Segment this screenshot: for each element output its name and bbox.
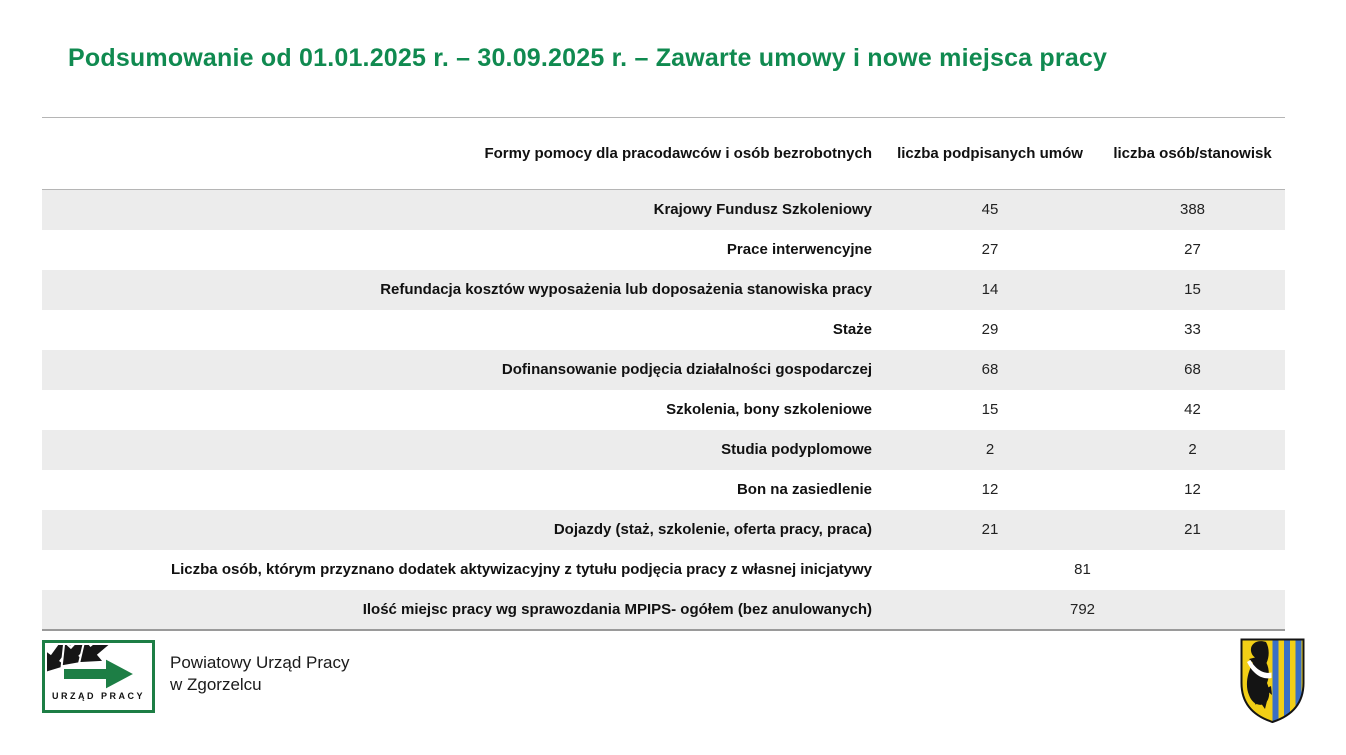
row-contracts-count: 15: [981, 401, 999, 418]
row-positions-count: 15: [1184, 281, 1201, 298]
row-positions-count: 42: [1184, 401, 1201, 418]
row-positions-count: 388: [1179, 201, 1206, 219]
row-label: Ilość miejsc pracy wg sprawozdania MPIPS…: [362, 600, 872, 618]
organization-name: Powiatowy Urząd Pracy w Zgorzelcu: [170, 652, 350, 696]
logo-caption: URZĄD PRACY: [51, 691, 145, 701]
org-name-line1: Powiatowy Urząd Pracy: [170, 653, 350, 672]
org-name-line2: w Zgorzelcu: [170, 675, 262, 694]
row-label: Refundacja kosztów wyposażenia lub dopos…: [380, 281, 872, 298]
table-row: Refundacja kosztów wyposażenia lub dopos…: [42, 269, 1285, 310]
row-positions-count: 12: [1184, 481, 1201, 498]
row-label: Prace interwencyjne: [726, 241, 872, 258]
summary-table: Formy pomocy dla pracodawców i osób bezr…: [42, 117, 1285, 631]
row-contracts-count: 2: [985, 441, 995, 458]
row-positions-count: 33: [1184, 321, 1201, 338]
page-title: Podsumowanie od 01.01.2025 r. – 30.09.20…: [68, 44, 1108, 72]
row-value: 81: [1074, 561, 1091, 578]
row-label: Dofinansowanie podjęcia działalności gos…: [501, 361, 872, 378]
row-label: Szkolenia, bony szkoleniowe: [666, 401, 872, 418]
table-body: Krajowy Fundusz Szkoleniowy 45 388 Prace in…: [42, 189, 1285, 630]
row-contracts-count: 27: [981, 241, 999, 258]
table-row: Krajowy Fundusz Szkoleniowy 45 388: [42, 189, 1285, 230]
table-header-row: Formy pomocy dla pracodawców i osób bezr…: [42, 117, 1285, 190]
row-contracts-count: 14: [981, 281, 999, 298]
header-persons-positions: liczba osób/stanowisk: [1113, 145, 1272, 162]
row-contracts-count: 68: [981, 361, 999, 378]
zgorzelec-coat-of-arms-icon: [1240, 638, 1305, 724]
table-row: Studia podyplomowe 2 2: [42, 429, 1285, 470]
header-forms-of-support: Formy pomocy dla pracodawców i osób bezr…: [484, 145, 872, 162]
row-contracts-count: 29: [981, 321, 999, 338]
row-label: Dojazdy (staż, szkolenie, oferta pracy, …: [553, 521, 872, 538]
row-positions-count: 68: [1184, 361, 1201, 378]
row-positions-count: 21: [1184, 521, 1201, 538]
header-signed-contracts: liczba podpisanych umów: [897, 145, 1083, 162]
urzad-pracy-logo: URZĄD PRACY: [42, 640, 155, 713]
urzad-pracy-arrows-icon: [47, 645, 138, 692]
table-row: Dojazdy (staż, szkolenie, oferta pracy, …: [42, 509, 1285, 550]
row-label: Liczba osób, którym przyznano dodatek ak…: [170, 561, 872, 578]
row-label: Krajowy Fundusz Szkoleniowy: [653, 201, 872, 219]
table-row: Ilość miejsc pracy wg sprawozdania MPIPS…: [42, 589, 1285, 630]
row-contracts-count: 21: [981, 521, 999, 538]
row-label: Staże: [832, 321, 872, 338]
table-row: Szkolenia, bony szkoleniowe 15 42: [42, 390, 1285, 430]
row-positions-count: 27: [1184, 241, 1201, 258]
row-value: 792: [1069, 600, 1096, 618]
row-contracts-count: 45: [981, 201, 999, 219]
table-row: Liczba osób, którym przyznano dodatek ak…: [42, 550, 1285, 590]
table-row: Dofinansowanie podjęcia działalności gos…: [42, 349, 1285, 390]
row-label: Studia podyplomowe: [721, 441, 872, 458]
table-row: Bon na zasiedlenie 12 12: [42, 470, 1285, 510]
row-contracts-count: 12: [981, 481, 999, 498]
row-label: Bon na zasiedlenie: [736, 481, 872, 498]
table-row: Prace interwencyjne 27 27: [42, 230, 1285, 270]
table-row: Staże 29 33: [42, 310, 1285, 350]
row-positions-count: 2: [1188, 441, 1197, 458]
